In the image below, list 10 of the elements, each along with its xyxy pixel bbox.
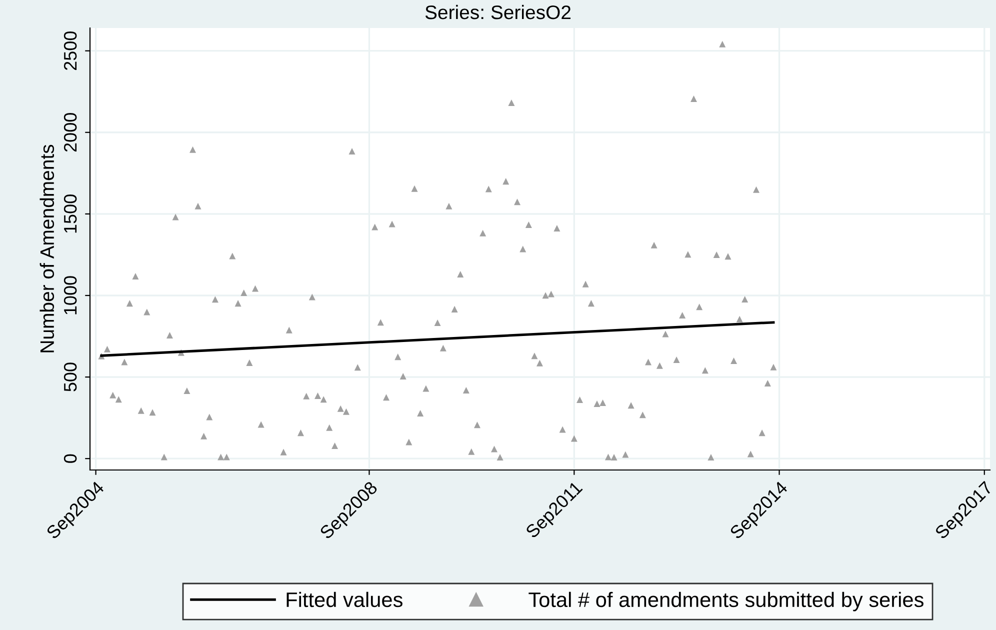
y-tick-label: 0 bbox=[64, 454, 77, 463]
y-tick-label: 1000 bbox=[64, 276, 77, 314]
y-tick-label: 1500 bbox=[64, 194, 77, 233]
legend-label: Fitted values bbox=[286, 592, 402, 608]
y-tick-label: 500 bbox=[64, 362, 77, 392]
y-axis-title: Number of Amendments bbox=[40, 144, 54, 352]
y-tick-label: 2500 bbox=[64, 31, 77, 70]
chart-title: Series: SeriesO2 bbox=[425, 4, 571, 20]
legend-label: Total # of amendments submitted by series bbox=[528, 592, 924, 612]
y-tick-label: 2000 bbox=[64, 113, 77, 152]
